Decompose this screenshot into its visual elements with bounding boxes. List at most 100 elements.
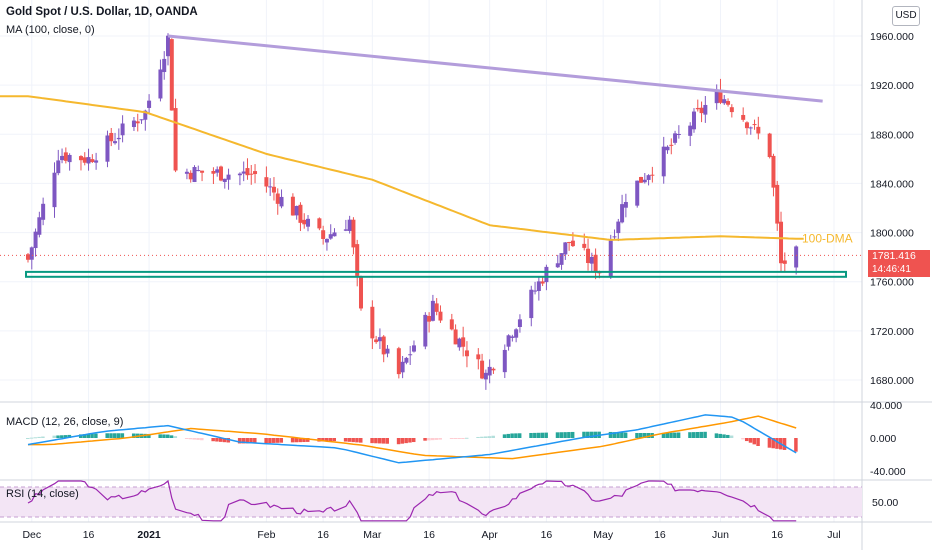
support-zone <box>25 270 847 278</box>
candle-body <box>29 247 34 260</box>
macd-histogram-bar <box>237 438 242 444</box>
candle-body <box>120 123 125 136</box>
macd-histogram-bar <box>665 432 670 438</box>
candle-body <box>264 177 269 187</box>
candle-body <box>90 159 95 163</box>
macd-histogram-bar <box>82 434 87 438</box>
macd-histogram-bar <box>343 438 348 442</box>
macd-histogram-bar <box>582 431 586 438</box>
candle-body <box>411 345 416 352</box>
time-tick-label: 16 <box>541 529 553 541</box>
candle-body <box>438 311 443 321</box>
candle-body <box>279 196 284 207</box>
price-tick-label: 1960.000 <box>870 31 914 43</box>
macd-histogram-bar <box>699 431 704 438</box>
candle-body <box>41 203 46 220</box>
candle-body <box>775 184 780 224</box>
candle-body <box>559 253 564 265</box>
candle-body <box>691 111 696 130</box>
time-tick-label: Dec <box>22 529 41 541</box>
macd-histogram-bar <box>302 438 306 443</box>
macd-histogram-bar <box>536 432 541 438</box>
macd-histogram-bar <box>506 433 511 438</box>
candle-body <box>544 266 549 283</box>
time-tick-label: Jun <box>712 529 729 541</box>
macd-histogram-bar <box>294 438 299 443</box>
candle-body <box>377 337 382 342</box>
macd-histogram-bar <box>298 438 302 443</box>
candle-body <box>461 337 466 347</box>
macd-histogram-bar <box>555 432 560 438</box>
macd-histogram-bar <box>563 432 567 438</box>
ma-100-label: 100-DMA <box>802 232 853 246</box>
macd-histogram-bar <box>688 432 692 438</box>
time-tick-label: Apr <box>481 529 498 541</box>
candle-body <box>570 240 575 247</box>
candle-body <box>408 354 413 356</box>
candle-body <box>540 281 545 284</box>
candle-body <box>404 357 409 363</box>
macd-histogram-bar <box>646 433 651 438</box>
candle-body <box>517 319 522 327</box>
time-tick-label: 2021 <box>137 529 161 541</box>
macd-histogram-bar <box>616 432 620 438</box>
candle-body <box>718 89 723 103</box>
candle-body <box>245 168 250 176</box>
candle-body <box>646 175 651 180</box>
macd-histogram-bar <box>782 438 787 450</box>
candle-body <box>290 196 295 216</box>
macd-histogram-bar <box>726 434 730 438</box>
macd-histogram-bar <box>33 437 38 439</box>
rsi-title[interactable]: RSI (14, close) <box>6 488 79 500</box>
macd-histogram-bar <box>158 434 162 438</box>
macd-histogram-bar <box>635 433 639 438</box>
candle-body <box>222 178 227 182</box>
descending-trendline <box>167 34 823 103</box>
symbol-title[interactable]: Gold Spot / U.S. Dollar, 1D, OANDA <box>6 6 198 18</box>
candle-body <box>676 133 681 135</box>
candle-body <box>726 101 731 105</box>
macd-histogram-bar <box>453 438 458 439</box>
candle-body <box>169 39 174 111</box>
macd-histogram-bar <box>756 438 760 446</box>
macd-histogram-bar <box>741 438 745 440</box>
candle-body <box>173 108 178 171</box>
candle-body <box>430 300 435 321</box>
candle-body <box>218 166 223 181</box>
candle-body <box>78 156 83 161</box>
macd-histogram-bar <box>29 437 34 439</box>
candle-body <box>661 146 666 177</box>
candle-body <box>695 107 700 110</box>
macd-title[interactable]: MACD (12, 26, close, 9) <box>6 416 124 428</box>
candle-body <box>306 218 311 227</box>
macd-histogram-bar <box>253 438 257 444</box>
macd-signal-line <box>28 415 797 460</box>
candle-body <box>729 107 734 113</box>
candle-body <box>184 171 189 174</box>
macd-histogram-bar <box>374 438 378 444</box>
candle-body <box>351 219 356 248</box>
candle-body <box>752 124 757 126</box>
macd-histogram-bar <box>41 436 45 438</box>
macd-histogram-bar <box>26 438 30 439</box>
macd-histogram-bar <box>639 433 643 438</box>
macd-histogram-bar <box>589 431 594 438</box>
candle-body <box>744 122 749 129</box>
macd-histogram-bar <box>169 435 174 438</box>
macd-tick-label: 0.000 <box>870 433 896 445</box>
candle-body <box>714 91 719 104</box>
candle-body <box>249 173 254 175</box>
macd-histogram-bar <box>434 438 439 440</box>
candle-body <box>639 176 644 183</box>
macd-histogram-bar <box>90 433 94 438</box>
candle-body <box>593 254 598 273</box>
currency-button[interactable]: USD <box>892 6 920 26</box>
macd-histogram-bar <box>544 432 548 438</box>
macd-histogram-bar <box>264 438 268 444</box>
ma-indicator-title[interactable]: MA (100, close, 0) <box>6 24 95 36</box>
candle-body <box>192 167 197 183</box>
candle-body <box>623 202 628 208</box>
macd-histogram-bar <box>449 438 454 439</box>
